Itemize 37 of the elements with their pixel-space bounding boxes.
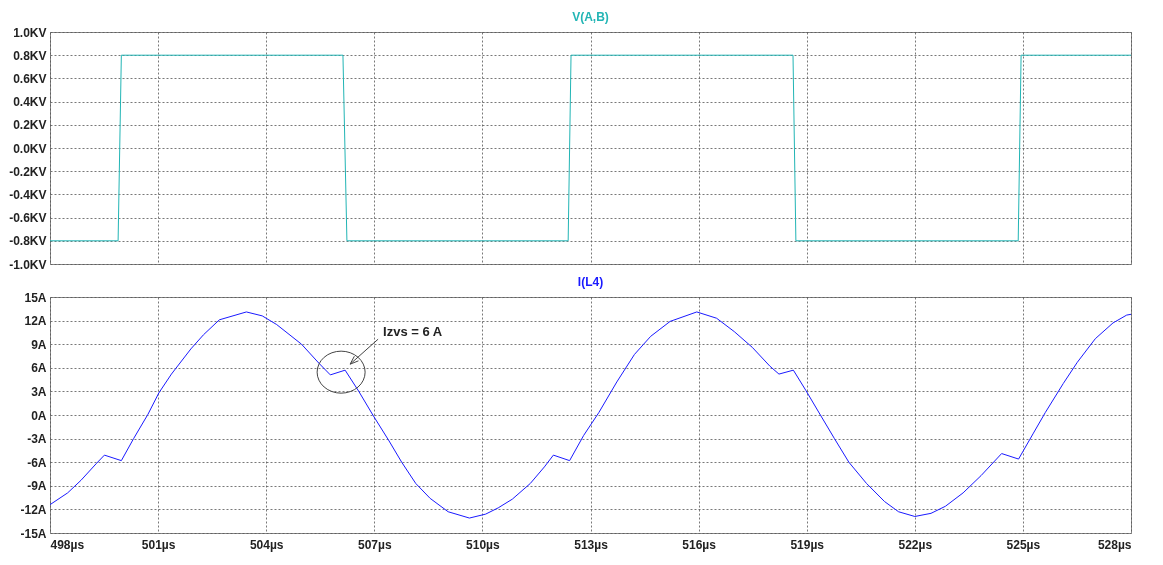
y-tick-label: -0.2KV (9, 164, 47, 179)
y-tick-label: 1.0KV (13, 25, 47, 40)
y-tick-label: -6A (27, 455, 47, 470)
y-tick-label: -0.6KV (9, 211, 47, 226)
y-tick-label: -0.4KV (9, 187, 47, 202)
x-tick-label: 519µs (790, 537, 825, 552)
y-tick-label: 12A (24, 314, 47, 329)
x-tick-label: 510µs (466, 537, 501, 552)
y-tick-label: 0.2KV (13, 118, 47, 133)
y-tick-label: -1.0KV (9, 257, 47, 272)
line-series (49, 311, 1132, 519)
y-tick-label: -3A (27, 432, 47, 447)
text: V(A,B) (572, 10, 609, 24)
y-tick-label: 0.0KV (13, 141, 47, 156)
text: I(L4) (577, 275, 604, 289)
x-tick-label: 528µs (1097, 537, 1132, 552)
y-tick-label: 0.4KV (13, 95, 47, 110)
x-tick-label: 525µs (1006, 537, 1041, 552)
x-tick-label: 513µs (574, 537, 609, 552)
y-tick-label: -9A (27, 479, 47, 494)
y-tick-label: 6A (31, 361, 47, 376)
x-tick-label: 504µs (249, 537, 284, 552)
y-tick-label: 0.8KV (13, 48, 47, 63)
y-tick-label: 9A (31, 337, 47, 352)
x-tick-label: 522µs (898, 537, 933, 552)
x-tick-label: 501µs (141, 537, 176, 552)
annotation: Izvs = 6 A (383, 324, 443, 340)
y-tick-label: 3A (31, 384, 47, 399)
y-tick-label: -0.8KV (9, 234, 47, 249)
y-tick-label: 0.6KV (13, 71, 47, 86)
y-tick-label: 0A (31, 408, 47, 423)
x-tick-label: 516µs (682, 537, 717, 552)
y-tick-label: 15A (24, 290, 47, 305)
y-tick-label: -12A (20, 502, 47, 517)
x-tick-label: 507µs (358, 537, 392, 552)
x-tick-label: 498µs (50, 537, 85, 552)
y-tick-label: -15A (20, 526, 47, 541)
